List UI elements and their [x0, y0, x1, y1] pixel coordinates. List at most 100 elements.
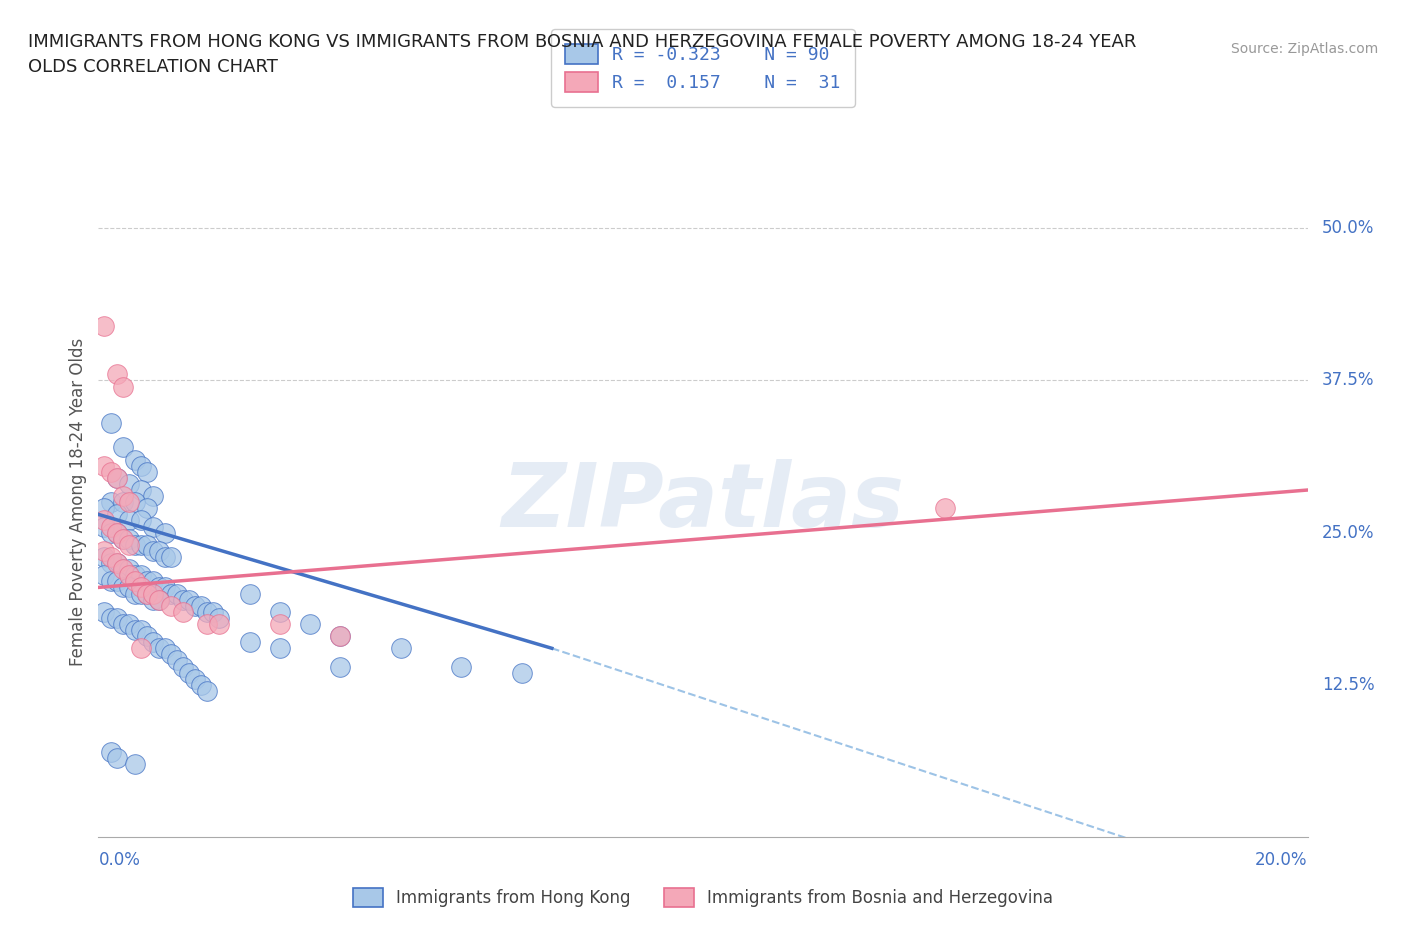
- Text: 20.0%: 20.0%: [1256, 851, 1308, 869]
- Point: [118, 531, 141, 546]
- Point: [142, 519, 165, 534]
- Point: [129, 458, 152, 473]
- Point: [239, 586, 262, 601]
- Text: 50.0%: 50.0%: [1322, 219, 1374, 237]
- Point: [135, 574, 157, 589]
- Point: [100, 464, 122, 479]
- Point: [160, 586, 183, 601]
- Point: [510, 665, 533, 680]
- Point: [166, 653, 188, 668]
- Point: [172, 592, 194, 607]
- Point: [148, 580, 170, 595]
- Point: [160, 550, 183, 565]
- Point: [118, 568, 141, 583]
- Point: [124, 622, 146, 637]
- Point: [129, 641, 152, 656]
- Point: [100, 550, 122, 565]
- Point: [118, 562, 141, 577]
- Point: [118, 617, 141, 631]
- Point: [269, 604, 291, 619]
- Point: [172, 604, 194, 619]
- Point: [142, 574, 165, 589]
- Point: [105, 525, 128, 540]
- Point: [93, 501, 115, 516]
- Point: [100, 525, 122, 540]
- Point: [135, 538, 157, 552]
- Point: [166, 586, 188, 601]
- Point: [118, 495, 141, 510]
- Point: [202, 604, 225, 619]
- Point: [105, 574, 128, 589]
- Point: [111, 488, 134, 503]
- Point: [129, 513, 152, 528]
- Point: [195, 617, 218, 631]
- Point: [105, 471, 128, 485]
- Point: [299, 617, 322, 631]
- Point: [93, 513, 115, 528]
- Point: [129, 538, 152, 552]
- Point: [129, 586, 152, 601]
- Point: [239, 635, 262, 650]
- Point: [269, 617, 291, 631]
- Point: [142, 586, 165, 601]
- Point: [118, 538, 141, 552]
- Point: [118, 513, 141, 528]
- Point: [111, 562, 134, 577]
- Point: [142, 635, 165, 650]
- Text: 37.5%: 37.5%: [1322, 371, 1374, 390]
- Point: [329, 629, 352, 644]
- Text: ZIPatlas: ZIPatlas: [502, 458, 904, 546]
- Point: [124, 568, 146, 583]
- Point: [148, 641, 170, 656]
- Point: [135, 629, 157, 644]
- Point: [111, 379, 134, 394]
- Point: [129, 622, 152, 637]
- Point: [124, 586, 146, 601]
- Point: [105, 555, 128, 570]
- Point: [93, 458, 115, 473]
- Point: [124, 452, 146, 467]
- Point: [118, 476, 141, 491]
- Point: [160, 598, 183, 613]
- Point: [184, 598, 207, 613]
- Point: [153, 550, 176, 565]
- Text: IMMIGRANTS FROM HONG KONG VS IMMIGRANTS FROM BOSNIA AND HERZEGOVINA FEMALE POVER: IMMIGRANTS FROM HONG KONG VS IMMIGRANTS …: [28, 33, 1136, 50]
- Point: [142, 543, 165, 558]
- Point: [135, 501, 157, 516]
- Point: [135, 586, 157, 601]
- Point: [135, 586, 157, 601]
- Point: [160, 647, 183, 662]
- Point: [190, 677, 212, 692]
- Point: [105, 507, 128, 522]
- Point: [389, 641, 412, 656]
- Point: [93, 543, 115, 558]
- Point: [269, 641, 291, 656]
- Point: [93, 604, 115, 619]
- Point: [184, 671, 207, 686]
- Point: [148, 543, 170, 558]
- Point: [111, 440, 134, 455]
- Point: [100, 495, 122, 510]
- Point: [111, 617, 134, 631]
- Point: [153, 525, 176, 540]
- Point: [153, 641, 176, 656]
- Text: 25.0%: 25.0%: [1322, 524, 1374, 541]
- Point: [100, 574, 122, 589]
- Point: [129, 580, 152, 595]
- Point: [118, 580, 141, 595]
- Point: [93, 568, 115, 583]
- Point: [100, 416, 122, 431]
- Point: [195, 684, 218, 698]
- Point: [450, 659, 472, 674]
- Point: [100, 519, 122, 534]
- Point: [111, 531, 134, 546]
- Point: [142, 488, 165, 503]
- Point: [135, 464, 157, 479]
- Point: [208, 617, 231, 631]
- Point: [111, 495, 134, 510]
- Point: [105, 751, 128, 765]
- Point: [177, 592, 201, 607]
- Point: [124, 495, 146, 510]
- Point: [100, 744, 122, 759]
- Y-axis label: Female Poverty Among 18-24 Year Olds: Female Poverty Among 18-24 Year Olds: [69, 339, 87, 666]
